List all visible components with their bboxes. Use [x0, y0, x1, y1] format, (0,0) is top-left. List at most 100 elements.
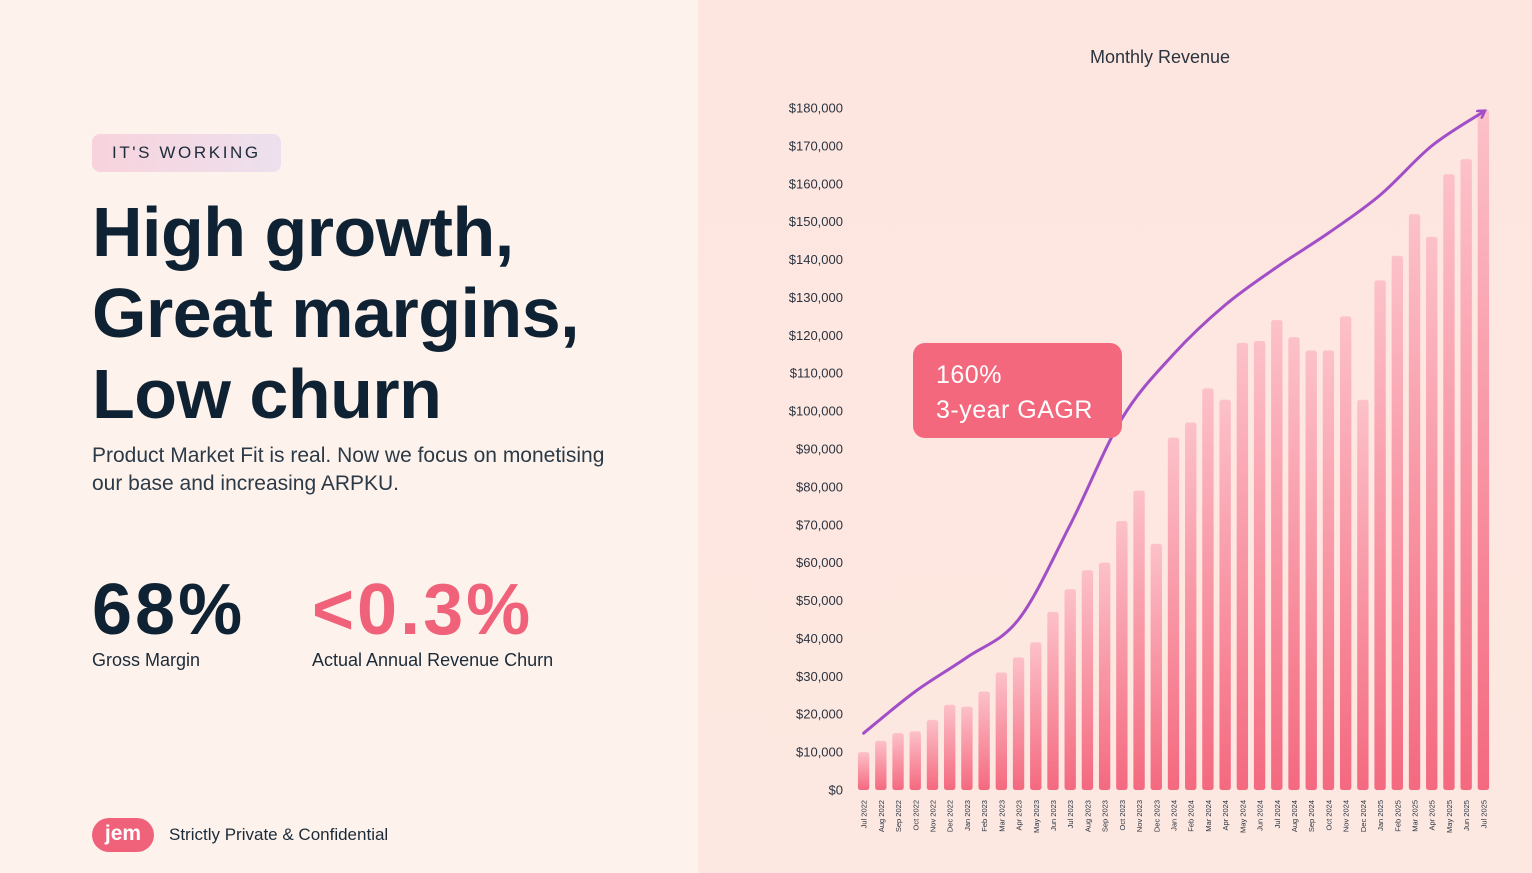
y-tick-label: $80,000 [796, 479, 843, 494]
y-tick-label: $110,000 [790, 366, 843, 381]
revenue-bar [1185, 422, 1197, 790]
revenue-bar [1064, 589, 1076, 790]
x-tick-label: Dec 2022 [946, 800, 955, 832]
x-tick-label: Apr 2023 [1015, 800, 1024, 830]
x-tick-label: Jul 2025 [1479, 800, 1488, 828]
x-tick-label: Jul 2022 [860, 800, 869, 828]
x-tick-label: May 2025 [1445, 800, 1454, 833]
y-tick-label: $120,000 [789, 328, 843, 343]
x-tick-label: Sep 2023 [1101, 800, 1110, 832]
x-tick-label: Jun 2025 [1462, 800, 1471, 831]
section-tag: IT'S WORKING [92, 134, 281, 172]
revenue-bar [1339, 316, 1352, 790]
headline-line-2: Great margins, [92, 274, 580, 352]
revenue-bar [926, 719, 939, 790]
x-tick-label: Jun 2024 [1256, 800, 1265, 831]
x-tick-label: Aug 2023 [1083, 800, 1092, 832]
revenue-bar [857, 752, 870, 790]
y-tick-label: $160,000 [789, 176, 843, 191]
revenue-bar [1408, 214, 1421, 791]
footer: jem Strictly Private & Confidential [92, 818, 388, 852]
x-tick-label: Nov 2022 [928, 800, 937, 832]
revenue-bar [1477, 109, 1490, 790]
growth-trend-arrow [862, 112, 1484, 735]
jem-logo: jem [92, 818, 154, 852]
revenue-bar [995, 672, 1008, 790]
revenue-bar [1047, 611, 1059, 790]
x-tick-label: Feb 2025 [1393, 800, 1402, 832]
revenue-bar [1374, 280, 1386, 790]
x-tick-label: Jul 2024 [1273, 800, 1282, 828]
revenue-bar [978, 691, 990, 790]
x-tick-label: Oct 2023 [1118, 800, 1127, 830]
gagr-label: 3-year GAGR [936, 396, 1093, 424]
headline-line-3: Low churn [92, 355, 442, 433]
x-tick-label: May 2024 [1238, 800, 1247, 833]
revenue-bar [892, 733, 904, 790]
x-tick-label: Oct 2024 [1324, 800, 1333, 830]
x-tick-label: Aug 2022 [877, 800, 886, 832]
headline-line-1: High growth, [92, 193, 514, 271]
gagr-callout: 160% 3-year GAGR [913, 343, 1122, 438]
y-tick-label: $170,000 [789, 138, 843, 153]
x-tick-label: Nov 2024 [1342, 800, 1351, 832]
x-tick-label: Aug 2024 [1290, 800, 1299, 832]
y-tick-label: $130,000 [789, 290, 843, 305]
y-tick-label: $50,000 [796, 593, 843, 608]
x-tick-label: Apr 2025 [1428, 800, 1437, 830]
y-tick-label: $100,000 [789, 404, 843, 419]
x-tick-label: Oct 2022 [911, 800, 920, 830]
y-tick-label: $10,000 [796, 745, 843, 760]
revenue-bar [1012, 657, 1025, 790]
revenue-bar [961, 706, 973, 790]
revenue-bar [1253, 341, 1266, 790]
x-tick-label: Apr 2024 [1221, 800, 1230, 830]
x-tick-label: Sep 2022 [894, 800, 903, 832]
y-tick-label: $60,000 [796, 555, 843, 570]
revenue-bar [1133, 490, 1145, 790]
revenue-bar [1271, 320, 1283, 790]
y-tick-label: $180,000 [789, 101, 843, 116]
y-tick-label: $90,000 [796, 442, 843, 457]
x-tick-label: Mar 2024 [1204, 800, 1213, 832]
headline: High growth, Great margins, Low churn [92, 192, 580, 435]
chart-title: Monthly Revenue [1090, 47, 1230, 67]
revenue-bar [1202, 388, 1214, 790]
y-tick-label: $20,000 [796, 707, 843, 722]
revenue-bar [1443, 174, 1455, 791]
gross-margin-stat: 68% Gross Margin [92, 570, 245, 671]
gross-margin-value: 68% [92, 570, 246, 650]
x-tick-label: Jan 2025 [1376, 800, 1385, 831]
left-panel [0, 0, 698, 873]
x-tick-label: Mar 2025 [1411, 800, 1420, 832]
revenue-bar [1357, 399, 1369, 790]
revenue-bar [1391, 255, 1403, 790]
x-tick-label: May 2023 [1032, 800, 1041, 833]
subtitle: Product Market Fit is real. Now we focus… [92, 444, 605, 495]
x-tick-label: Jun 2023 [1049, 800, 1058, 831]
revenue-bar [909, 731, 921, 790]
revenue-bar [1322, 350, 1335, 790]
y-tick-label: $70,000 [796, 517, 843, 532]
x-tick-label: Jul 2023 [1066, 800, 1075, 828]
revenue-bar [1305, 350, 1317, 790]
revenue-bar [1150, 543, 1162, 790]
x-tick-label: Sep 2024 [1307, 800, 1316, 832]
revenue-bar [1219, 399, 1231, 790]
x-tick-label: Jan 2024 [1170, 800, 1179, 831]
y-tick-label: $40,000 [796, 631, 843, 646]
revenue-bar [1288, 337, 1300, 790]
y-tick-label: $150,000 [789, 214, 843, 229]
churn-stat: <0.3% Actual Annual Revenue Churn [312, 570, 553, 671]
x-tick-label: Jan 2023 [963, 800, 972, 831]
revenue-bar [1030, 642, 1042, 790]
revenue-bar [1236, 342, 1249, 790]
revenue-bar [1116, 520, 1128, 790]
x-tick-label: Dec 2024 [1359, 800, 1368, 832]
churn-label: Actual Annual Revenue Churn [312, 650, 554, 670]
churn-value: <0.3% [312, 570, 534, 650]
gross-margin-label: Gross Margin [92, 650, 201, 670]
revenue-bar [944, 704, 956, 790]
y-tick-label: $140,000 [789, 252, 843, 267]
revenue-bar [1081, 570, 1094, 790]
